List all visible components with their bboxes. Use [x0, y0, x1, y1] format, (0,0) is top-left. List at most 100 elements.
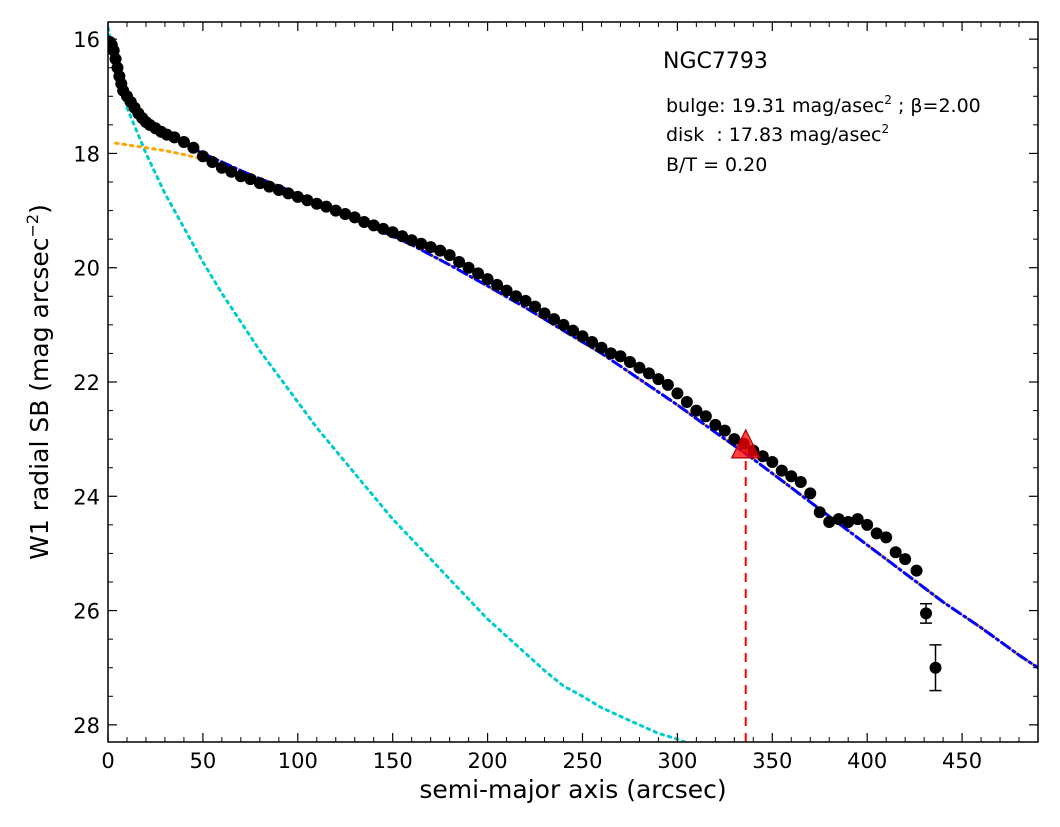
data-point: [396, 230, 409, 243]
data-point: [519, 294, 532, 307]
data-point: [301, 194, 314, 207]
data-point: [699, 410, 712, 423]
data-point: [187, 141, 200, 154]
y-tick-label: 28: [73, 714, 100, 738]
data-point: [557, 318, 570, 331]
data-point: [595, 341, 608, 354]
data-point: [491, 278, 504, 291]
data-point: [424, 241, 437, 254]
data-point: [225, 165, 238, 178]
data-point: [367, 219, 380, 232]
data-point: [253, 177, 266, 190]
y-tick-label: 16: [73, 28, 100, 52]
x-tick-label: 200: [468, 749, 508, 773]
data-point: [177, 136, 190, 148]
data-point: [244, 173, 257, 186]
chart-title: NGC7793: [663, 49, 768, 74]
data-point: [728, 433, 741, 446]
data-point: [929, 661, 942, 674]
data-point: [272, 184, 285, 196]
data-point: [785, 470, 798, 483]
ticks-layer: 0 50 100 150 200 250 300 350 400 450 16 18 20 22 24 26 2…: [73, 22, 1038, 773]
y-tick-label: 18: [73, 142, 100, 166]
data-point: [889, 546, 902, 559]
data-point: [358, 216, 371, 228]
data-point: [804, 487, 817, 500]
marker-triangle: [730, 428, 761, 459]
data-point: [310, 197, 323, 210]
data-point: [215, 161, 228, 174]
data-point: [680, 396, 693, 408]
x-tick-label: 150: [373, 749, 413, 773]
y-axis-label: W1 radial SB (mag arcsec−2): [23, 204, 54, 560]
data-point: [386, 226, 399, 239]
data-point: [633, 361, 646, 374]
data-point: [206, 156, 219, 168]
bulge-annotation: bulge: 19.31 mag/asec2 ; β=2.00: [666, 93, 981, 117]
data-point: [671, 387, 684, 400]
data-point: [910, 564, 923, 577]
data-point: [842, 516, 855, 528]
x-tick-label: 50: [190, 749, 217, 773]
data-point: [434, 244, 447, 257]
y-tick-label: 26: [73, 600, 100, 624]
data-point: [234, 170, 247, 183]
x-tick-label: 350: [752, 749, 792, 773]
data-point: [832, 513, 845, 526]
x-tick-label: 250: [562, 749, 602, 773]
bt-annotation: B/T = 0.20: [666, 154, 767, 176]
data-point: [320, 200, 333, 213]
y-tick-label: 24: [73, 485, 100, 509]
series-line-disk-model: [114, 141, 1038, 670]
data-point: [823, 516, 836, 528]
data-point: [462, 261, 475, 274]
data-point: [880, 531, 893, 544]
y-tick-label: 22: [73, 371, 100, 395]
data-point: [652, 373, 665, 386]
data-point: [813, 506, 826, 519]
data-point: [642, 367, 655, 380]
data-point: [377, 222, 390, 235]
data-point: [443, 249, 456, 262]
plot-frame: [107, 21, 1039, 743]
data-point: [168, 131, 181, 144]
data-point: [510, 290, 523, 303]
data-point: [472, 267, 485, 280]
y-tick-label: 20: [73, 257, 100, 281]
x-tick-label: 300: [657, 749, 697, 773]
data-point: [481, 273, 494, 286]
data-point: [348, 211, 361, 224]
data-point: [604, 347, 617, 360]
data-point: [339, 208, 352, 220]
data-point: [899, 553, 912, 566]
series-line-total-model: [108, 34, 1038, 670]
data-point: [861, 518, 874, 531]
data-point: [263, 180, 276, 193]
data-point: [585, 336, 598, 348]
data-point: [576, 330, 589, 343]
data-point: [775, 464, 788, 477]
data-point: [690, 404, 703, 417]
data-point: [529, 300, 542, 313]
disk-annotation: disk : 17.83 mag/asec2: [666, 122, 889, 146]
data-point: [756, 450, 769, 463]
x-axis-label: semi-major axis (arcsec): [419, 775, 726, 804]
data-point: [794, 476, 807, 488]
x-tick-label: 400: [847, 749, 887, 773]
x-tick-label: 0: [101, 749, 114, 773]
data-point: [718, 424, 731, 437]
data-point: [453, 256, 466, 268]
data-point: [870, 527, 883, 540]
data-point: [415, 237, 428, 250]
data-point: [614, 350, 627, 363]
data-point: [661, 378, 674, 391]
data-point: [851, 513, 864, 526]
data-point: [329, 204, 342, 217]
data-point: [623, 356, 636, 368]
data-point: [196, 150, 209, 163]
data-point: [567, 324, 579, 337]
data-point: [709, 418, 722, 431]
series-layer: [108, 26, 1038, 742]
x-tick-label: 450: [942, 749, 982, 773]
